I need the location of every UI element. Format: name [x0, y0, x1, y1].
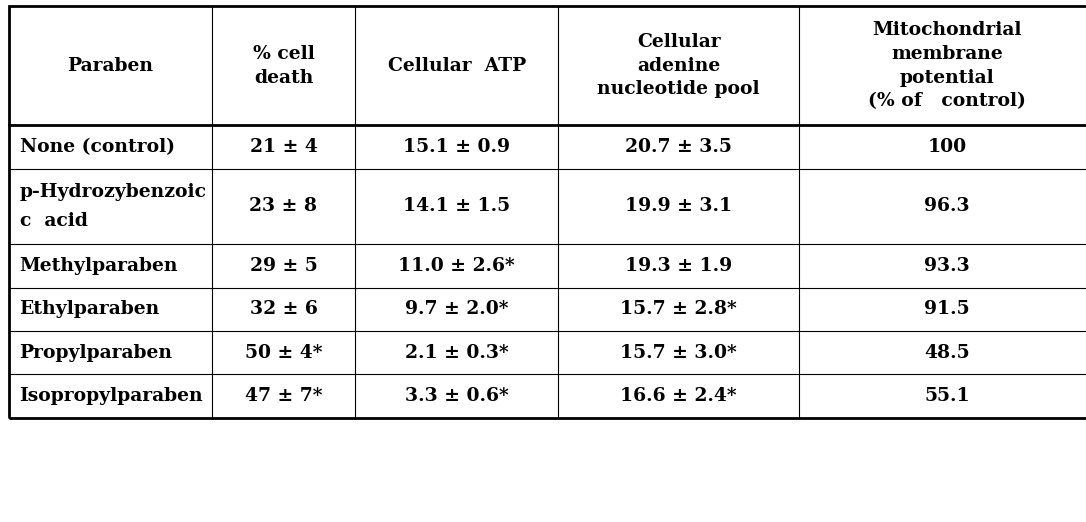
Text: 15.1 ± 0.9: 15.1 ± 0.9 — [403, 138, 510, 156]
Text: 14.1 ± 1.5: 14.1 ± 1.5 — [403, 197, 510, 216]
Bar — [9, 6, 1086, 418]
Text: 16.6 ± 2.4*: 16.6 ± 2.4* — [620, 387, 737, 405]
Text: 91.5: 91.5 — [924, 300, 970, 318]
Text: 9.7 ± 2.0*: 9.7 ± 2.0* — [405, 300, 508, 318]
Text: 11.0 ± 2.6*: 11.0 ± 2.6* — [399, 257, 515, 275]
Text: c  acid: c acid — [20, 212, 88, 230]
Text: 21 ± 4: 21 ± 4 — [250, 138, 317, 156]
Text: 29 ± 5: 29 ± 5 — [250, 257, 317, 275]
Text: 3.3 ± 0.6*: 3.3 ± 0.6* — [405, 387, 508, 405]
Text: p-Hydrozybenzoic: p-Hydrozybenzoic — [20, 183, 206, 201]
Text: Cellular  ATP: Cellular ATP — [388, 57, 526, 75]
Text: 93.3: 93.3 — [924, 257, 970, 275]
Text: 50 ± 4*: 50 ± 4* — [244, 343, 323, 362]
Text: 55.1: 55.1 — [924, 387, 970, 405]
Text: Mitochondrial
membrane
potential
(% of   control): Mitochondrial membrane potential (% of c… — [868, 21, 1026, 110]
Text: Methylparaben: Methylparaben — [20, 257, 178, 275]
Text: 23 ± 8: 23 ± 8 — [250, 197, 317, 216]
Text: 2.1 ± 0.3*: 2.1 ± 0.3* — [405, 343, 508, 362]
Text: 100: 100 — [927, 138, 967, 156]
Text: Cellular
adenine
nucleotide pool: Cellular adenine nucleotide pool — [597, 33, 760, 98]
Text: Isopropylparaben: Isopropylparaben — [20, 387, 203, 405]
Text: 15.7 ± 3.0*: 15.7 ± 3.0* — [620, 343, 737, 362]
Text: None (control): None (control) — [20, 138, 175, 156]
Text: Ethylparaben: Ethylparaben — [20, 300, 160, 318]
Text: 20.7 ± 3.5: 20.7 ± 3.5 — [626, 138, 732, 156]
Text: % cell
death: % cell death — [253, 45, 314, 87]
Text: 32 ± 6: 32 ± 6 — [250, 300, 317, 318]
Text: 15.7 ± 2.8*: 15.7 ± 2.8* — [620, 300, 737, 318]
Text: Propylparaben: Propylparaben — [20, 343, 173, 362]
Text: 19.9 ± 3.1: 19.9 ± 3.1 — [626, 197, 732, 216]
Text: Paraben: Paraben — [67, 57, 153, 75]
Text: 48.5: 48.5 — [924, 343, 970, 362]
Text: 47 ± 7*: 47 ± 7* — [244, 387, 323, 405]
Text: 19.3 ± 1.9: 19.3 ± 1.9 — [626, 257, 732, 275]
Text: 96.3: 96.3 — [924, 197, 970, 216]
